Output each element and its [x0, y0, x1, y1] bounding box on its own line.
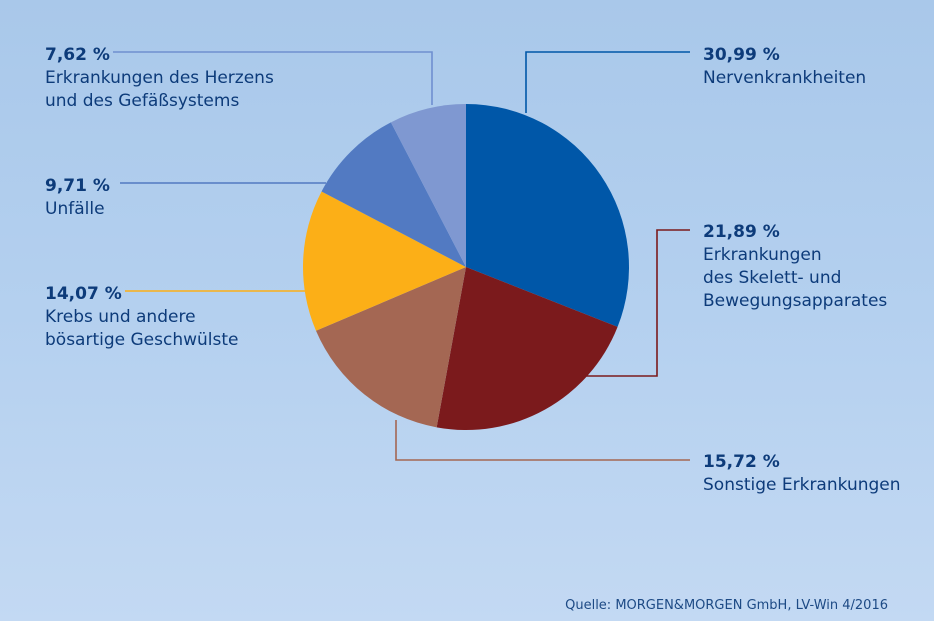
slice-percent: 14,07 % — [45, 284, 122, 304]
pie-slice-sonstige — [316, 267, 466, 428]
label-skelett: 21,89 % Erkrankungen des Skelett- und Be… — [703, 221, 887, 313]
leader-line-nervenkrankheiten — [525, 51, 690, 113]
leader-line-sonstige — [395, 420, 690, 461]
slice-label: Erkrankungen des Skelett- und Bewegungsa… — [703, 245, 888, 311]
label-herz: 7,62 % Erkrankungen des Herzens und des … — [45, 44, 274, 113]
slice-label: Erkrankungen des Herzens und des Gefäßsy… — [45, 68, 274, 111]
slice-percent: 21,89 % — [703, 222, 780, 242]
source-note: Quelle: MORGEN&MORGEN GmbH, LV-Win 4/201… — [565, 598, 888, 613]
label-unfaelle: 9,71 % Unfälle — [45, 175, 110, 221]
slice-label: Nervenkrankheiten — [703, 68, 867, 88]
slice-percent: 15,72 % — [703, 452, 780, 472]
pie-slice-herz — [390, 104, 466, 267]
label-krebs: 14,07 % Krebs und andere bösartige Gesch… — [45, 283, 239, 352]
pie-slice-krebs — [302, 191, 466, 331]
pie-slice-unfaelle — [321, 122, 466, 267]
label-nervenkrankheiten: 30,99 % Nervenkrankheiten — [703, 44, 866, 90]
slice-percent: 7,62 % — [45, 45, 110, 65]
slice-percent: 30,99 % — [703, 45, 780, 65]
slice-label: Unfälle — [45, 199, 105, 219]
leader-line-skelett — [585, 229, 690, 377]
slice-label: Krebs und andere bösartige Geschwülste — [45, 307, 239, 350]
slice-label: Sonstige Erkrankungen — [703, 475, 901, 495]
slice-percent: 9,71 % — [45, 176, 110, 196]
leader-line-herz — [113, 51, 433, 105]
label-sonstige: 15,72 % Sonstige Erkrankungen — [703, 451, 901, 497]
pie-slice-skelett — [436, 267, 618, 431]
pie-slice-nervenkrankheiten — [466, 104, 629, 327]
